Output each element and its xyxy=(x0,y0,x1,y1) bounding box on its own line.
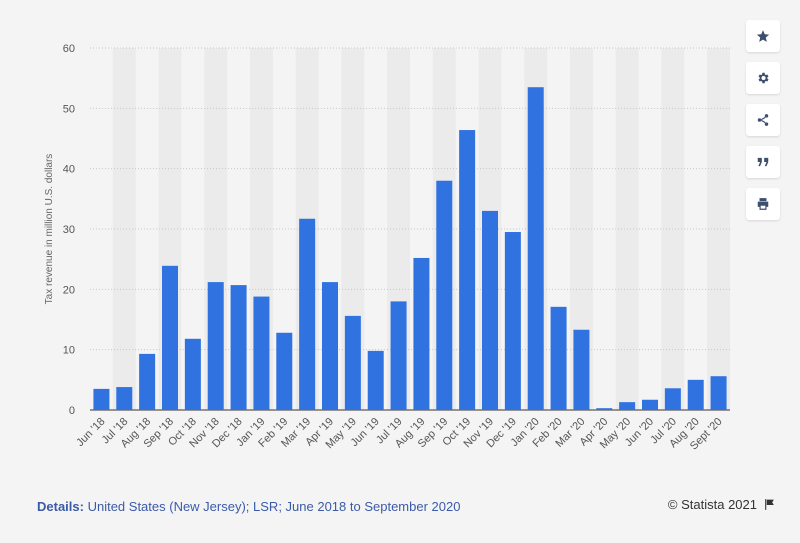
bar xyxy=(482,210,498,410)
share-icon xyxy=(757,114,769,126)
y-tick-label: 30 xyxy=(63,224,75,236)
statista-credit[interactable]: © Statista 2021 xyxy=(668,497,776,512)
bar xyxy=(550,306,567,410)
plot-band xyxy=(570,48,593,410)
bar xyxy=(207,282,224,410)
y-tick-label: 10 xyxy=(63,345,75,357)
bar xyxy=(276,332,293,410)
bar xyxy=(116,387,133,410)
y-tick-label: 60 xyxy=(63,43,75,55)
star-icon xyxy=(756,30,770,42)
cite-button[interactable] xyxy=(746,146,780,178)
credit-text: © Statista 2021 xyxy=(667,497,757,512)
details-note: Details: United States (New Jersey); LSR… xyxy=(37,499,460,514)
bar xyxy=(642,399,658,410)
print-icon xyxy=(757,198,769,210)
bar xyxy=(619,402,636,410)
bar xyxy=(710,376,727,410)
share-button[interactable] xyxy=(746,104,780,136)
bar xyxy=(139,353,156,410)
bar xyxy=(184,338,201,410)
y-tick-label: 20 xyxy=(63,284,75,296)
details-text: United States (New Jersey); LSR; June 20… xyxy=(83,499,461,514)
bar xyxy=(390,301,407,410)
bar xyxy=(504,232,521,410)
bar xyxy=(162,265,178,410)
bar xyxy=(253,296,270,410)
y-tick-label: 50 xyxy=(63,103,75,115)
bar xyxy=(344,315,361,410)
plot-band xyxy=(707,48,730,410)
bar xyxy=(687,379,704,410)
quote-icon xyxy=(757,157,769,167)
bar xyxy=(527,87,544,410)
bar xyxy=(436,180,453,410)
bar xyxy=(596,408,613,410)
bar xyxy=(573,329,590,410)
bar xyxy=(367,350,384,410)
bar xyxy=(322,282,338,410)
bar xyxy=(93,388,110,410)
toolbar xyxy=(746,20,782,230)
bar xyxy=(413,257,430,410)
plot-band xyxy=(112,48,136,410)
y-tick-label: 0 xyxy=(69,405,75,417)
bar xyxy=(299,218,316,410)
bar xyxy=(459,130,476,410)
settings-button[interactable] xyxy=(746,62,780,94)
gear-icon xyxy=(758,72,769,84)
details-label: Details: xyxy=(37,499,84,514)
bar xyxy=(230,285,247,410)
x-tick-label: Jun '18 xyxy=(74,416,107,449)
y-axis-label: Tax revenue in million U.S. dollars xyxy=(44,154,55,305)
flag-icon xyxy=(765,499,774,510)
bar xyxy=(664,388,681,410)
y-tick-label: 40 xyxy=(63,164,75,176)
favorite-button[interactable] xyxy=(746,20,780,52)
print-button[interactable] xyxy=(746,188,780,220)
